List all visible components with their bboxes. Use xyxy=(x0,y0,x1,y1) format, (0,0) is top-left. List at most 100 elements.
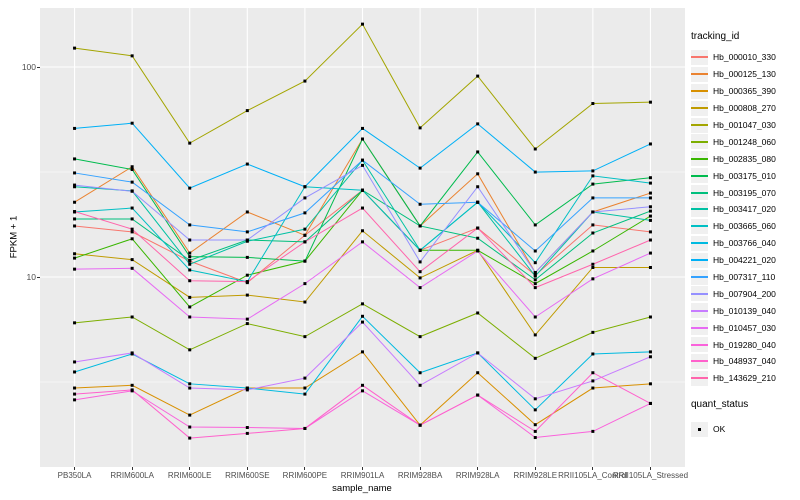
legend-item: Hb_003665_060 xyxy=(691,218,776,235)
legend-key-line xyxy=(691,225,708,228)
legend-item-label: Hb_003175_010 xyxy=(713,170,776,181)
y-tick-label: 100 xyxy=(21,62,36,72)
data-point-marker xyxy=(73,200,77,204)
data-point-marker xyxy=(418,286,422,290)
data-point-marker xyxy=(648,205,652,209)
data-point-marker xyxy=(418,126,422,130)
legend-item: Hb_019280_040 xyxy=(691,336,776,353)
data-point-marker xyxy=(130,189,134,193)
x-tick-label: RRIM928LA xyxy=(455,471,500,480)
x-axis-title: sample_name xyxy=(332,483,392,494)
legend-item: OK xyxy=(691,421,725,438)
data-point-marker xyxy=(591,265,595,269)
legend-item-label: Hb_000010_330 xyxy=(713,52,776,63)
data-point-marker xyxy=(303,259,307,263)
x-tick-mark xyxy=(477,467,479,470)
data-point-marker xyxy=(73,360,77,364)
data-point-marker xyxy=(130,351,134,355)
data-point-marker xyxy=(591,386,595,390)
x-tick-mark xyxy=(246,467,248,470)
data-point-marker xyxy=(418,260,422,264)
legend-key xyxy=(691,218,708,234)
legend-key xyxy=(691,201,708,217)
data-point-marker xyxy=(476,200,480,204)
data-point-marker xyxy=(591,102,595,106)
legend: tracking_id Hb_000010_330 Hb_000125_130 Hb… xyxy=(690,0,800,500)
y-axis-title: FPKM + 1 xyxy=(8,215,20,259)
data-point-marker xyxy=(245,210,249,214)
legend-item-label: Hb_007317_110 xyxy=(713,272,776,283)
x-tick-label: RRIM600PE xyxy=(282,471,328,480)
legend-key xyxy=(691,320,708,336)
data-point-marker xyxy=(188,425,192,429)
data-point-marker xyxy=(591,429,595,433)
data-point-marker xyxy=(303,282,307,286)
legend-key-line xyxy=(691,326,708,329)
legend-key-line xyxy=(691,360,708,363)
data-point-marker xyxy=(591,249,595,253)
legend-key xyxy=(691,83,708,99)
data-point-marker xyxy=(130,388,134,392)
data-point-marker xyxy=(361,137,364,141)
data-point-marker xyxy=(591,231,595,235)
data-point-marker xyxy=(245,388,249,392)
data-point-marker xyxy=(303,335,307,339)
data-point-marker xyxy=(188,255,192,259)
legend-key xyxy=(691,353,708,369)
x-tick-label: RRIM928BA xyxy=(397,471,443,480)
data-point-marker xyxy=(648,214,652,218)
data-point-marker xyxy=(361,163,364,167)
legend-key-line xyxy=(691,242,708,245)
legend-key xyxy=(691,151,708,167)
data-point-marker xyxy=(130,230,134,234)
data-point-marker xyxy=(130,227,134,231)
x-tick-mark xyxy=(534,467,536,470)
data-point-marker xyxy=(188,268,192,272)
x-tick-mark xyxy=(189,467,191,470)
data-point-marker xyxy=(303,376,307,380)
data-point-marker xyxy=(188,238,192,242)
data-point-marker xyxy=(130,180,134,184)
data-point-marker xyxy=(188,305,192,309)
legend-item-label: Hb_002835_080 xyxy=(713,153,776,164)
data-point-marker xyxy=(418,248,422,252)
legend-item: Hb_048937_040 xyxy=(691,353,776,370)
data-point-marker xyxy=(73,171,77,175)
data-point-marker xyxy=(361,188,364,192)
x-tick-label: RRII105LA_Stressed xyxy=(612,471,689,480)
legend-item-label: Hb_001248_060 xyxy=(713,136,776,147)
x-tick-mark xyxy=(592,467,594,470)
data-point-marker xyxy=(303,300,307,304)
data-point-marker xyxy=(533,397,537,401)
data-point-marker xyxy=(418,276,422,280)
legend-item: Hb_143629_210 xyxy=(691,370,776,387)
x-tick-label: RRIM600SE xyxy=(225,471,270,480)
x-tick-label: RRIM600LE xyxy=(167,471,212,480)
data-point-marker xyxy=(533,223,537,227)
data-point-marker xyxy=(73,398,77,402)
data-point-marker xyxy=(591,174,595,178)
data-point-marker xyxy=(533,249,537,253)
data-point-marker xyxy=(361,389,364,393)
legend-item-label: Hb_000365_390 xyxy=(713,86,776,97)
data-point-marker xyxy=(245,386,249,390)
data-point-marker xyxy=(533,429,537,433)
data-point-marker xyxy=(73,392,77,396)
data-point-marker xyxy=(188,413,192,417)
legend-key-line xyxy=(691,157,708,160)
legend-key-line xyxy=(691,309,708,312)
x-tick-mark xyxy=(419,467,421,470)
data-point-marker xyxy=(73,46,77,50)
data-point-marker xyxy=(73,256,77,260)
data-point-marker xyxy=(303,185,307,189)
legend-key xyxy=(691,269,708,285)
legend-item-label: Hb_048937_040 xyxy=(713,356,776,367)
data-point-marker xyxy=(591,330,595,334)
legend-item: Hb_000365_390 xyxy=(691,83,776,100)
data-point-marker xyxy=(648,196,652,200)
data-point-marker xyxy=(130,168,134,172)
data-point-marker xyxy=(591,379,595,383)
data-point-marker xyxy=(361,158,364,162)
y-tick-mark xyxy=(37,276,40,278)
data-point-marker xyxy=(591,352,595,356)
